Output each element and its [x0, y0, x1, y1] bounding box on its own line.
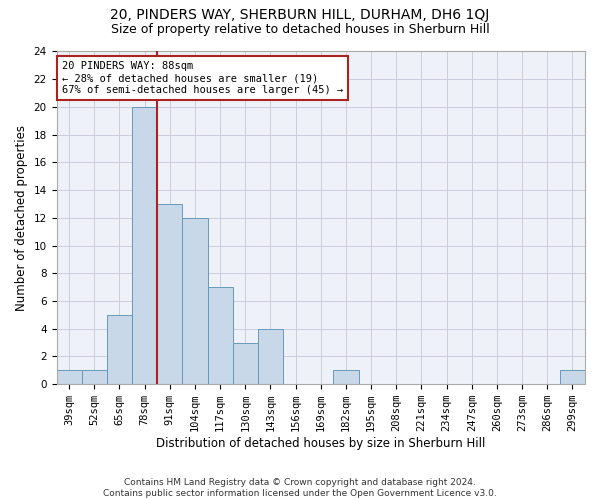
Text: 20 PINDERS WAY: 88sqm
← 28% of detached houses are smaller (19)
67% of semi-deta: 20 PINDERS WAY: 88sqm ← 28% of detached …: [62, 62, 343, 94]
Bar: [82, 370, 107, 384]
Bar: [208, 287, 233, 384]
Text: Contains HM Land Registry data © Crown copyright and database right 2024.
Contai: Contains HM Land Registry data © Crown c…: [103, 478, 497, 498]
Text: Size of property relative to detached houses in Sherburn Hill: Size of property relative to detached ho…: [110, 22, 490, 36]
Bar: [132, 107, 157, 384]
Bar: [560, 370, 585, 384]
Bar: [107, 315, 132, 384]
Y-axis label: Number of detached properties: Number of detached properties: [15, 125, 28, 311]
Bar: [157, 204, 182, 384]
Bar: [258, 329, 283, 384]
Bar: [233, 342, 258, 384]
X-axis label: Distribution of detached houses by size in Sherburn Hill: Distribution of detached houses by size …: [156, 437, 485, 450]
Bar: [182, 218, 208, 384]
Bar: [56, 370, 82, 384]
Text: 20, PINDERS WAY, SHERBURN HILL, DURHAM, DH6 1QJ: 20, PINDERS WAY, SHERBURN HILL, DURHAM, …: [110, 8, 490, 22]
Bar: [334, 370, 359, 384]
